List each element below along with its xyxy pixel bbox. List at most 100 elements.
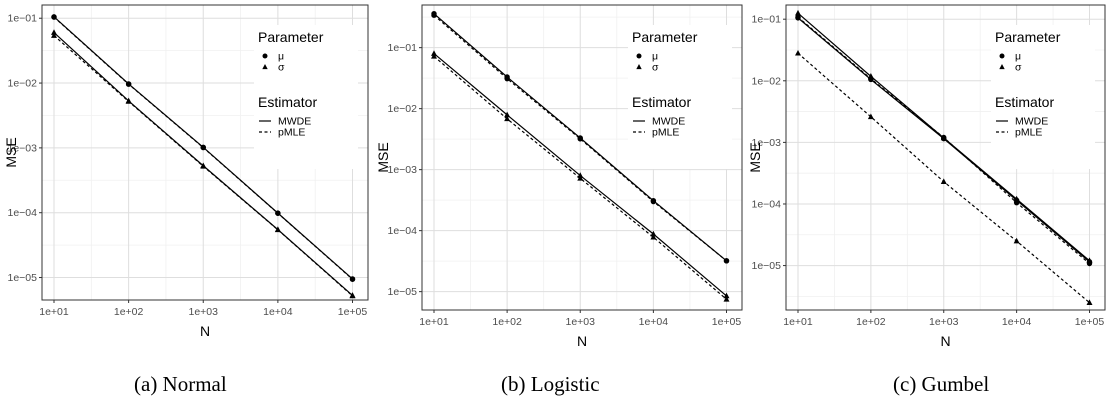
data-point-sigma [51, 32, 57, 38]
x-tick-label: 1e+03 [189, 306, 219, 318]
legend-label: μ [652, 51, 658, 63]
legend-key-mu [636, 53, 642, 59]
legend-parameter-title: Parameter [995, 29, 1061, 45]
legend-label: pMLE [652, 127, 679, 139]
data-point-mu [275, 210, 281, 216]
series-line-pmle-mu [433, 14, 727, 262]
legend-label: MWDE [278, 116, 311, 128]
data-point-mu [125, 81, 132, 87]
y-tick-label: 1e−05 [388, 286, 418, 298]
series-line-pmle-sigma [433, 55, 727, 300]
caption-gumbel: (c) Gumbel [893, 372, 990, 396]
data-point-sigma [504, 111, 511, 118]
legend-key-mu [999, 53, 1005, 59]
y-tick-label: 1e−02 [388, 103, 418, 115]
legend-background [254, 25, 358, 169]
data-point-sigma [349, 292, 356, 299]
chart-panel-logistic: 1e−05 1e−04 1e−03 1e−02 1e−01 1e+01 1e+02 1e+03… [372, 0, 744, 360]
x-tick-label: 1e+04 [639, 316, 669, 328]
data-point-mu [431, 12, 437, 18]
legend-estimator-title: Estimator [995, 94, 1054, 110]
y-tick-label: 1e−04 [8, 207, 38, 219]
legend-label: σ [278, 62, 285, 74]
chart-panel-normal: 1e−05 1e−04 1e−03 1e−02 1e−01 1e+01 1e+02 1e+03… [0, 0, 372, 360]
x-tick-label: 1e+02 [492, 316, 522, 328]
data-point-mu [723, 258, 730, 264]
data-point-mu [51, 14, 57, 20]
data-point-mu [650, 198, 657, 205]
data-point-sigma [1013, 195, 1020, 202]
x-tick-label: 1e+04 [263, 306, 293, 318]
x-tick-label: 1e+01 [39, 306, 69, 318]
y-tick-label: 1e−05 [8, 272, 38, 284]
x-tick-label: 1e+02 [856, 316, 886, 328]
data-point-sigma [274, 226, 281, 233]
x-tick-label: 1e+05 [712, 316, 742, 328]
legend-estimator-title: Estimator [632, 94, 691, 110]
x-tick-label: 1e+04 [1002, 316, 1032, 328]
data-point-mu [795, 14, 801, 20]
legend-key-sigma [999, 64, 1005, 70]
caption-normal: (a) Normal [134, 372, 227, 396]
y-axis-title: MSE [3, 137, 19, 167]
legend-label: σ [652, 62, 659, 74]
y-tick-label: 1e−02 [752, 75, 782, 87]
legend-label: MWDE [1015, 116, 1048, 128]
x-axis-title: N [200, 323, 210, 339]
legend-background [991, 25, 1095, 169]
legend-label: σ [1015, 62, 1022, 74]
data-point-sigma [650, 233, 657, 240]
data-point-sigma [940, 134, 947, 141]
legend-parameter-title: Parameter [632, 29, 698, 45]
data-point-sigma [1086, 257, 1093, 264]
x-axis-title: N [940, 333, 950, 349]
x-tick-label: 1e+03 [929, 316, 959, 328]
x-tick-label: 1e+03 [566, 316, 596, 328]
data-point-sigma [51, 29, 57, 35]
x-tick-label: 1e+01 [783, 316, 813, 328]
data-point-mu [504, 75, 510, 82]
data-point-mu [349, 276, 356, 282]
y-tick-label: 1e−01 [388, 42, 418, 54]
legend-label: pMLE [278, 127, 305, 139]
chart-panel-gumbel: 1e−05 1e−04 1e−03 1e−02 1e−01 1e+01 1e+02 1e+03… [744, 0, 1109, 360]
data-point-sigma [1086, 299, 1093, 305]
data-point-sigma [577, 175, 584, 181]
data-point-sigma [723, 292, 730, 299]
y-tick-label: 1e−03 [752, 137, 782, 149]
legend-background [628, 25, 732, 169]
data-point-sigma [940, 178, 947, 185]
legend-label: MWDE [652, 116, 685, 128]
legend-label: μ [1015, 51, 1021, 63]
data-point-sigma [795, 9, 801, 16]
legend-key-mu [262, 53, 268, 59]
legend-key-sigma [262, 64, 268, 70]
data-point-mu [200, 144, 206, 151]
x-tick-label: 1e+05 [338, 306, 368, 318]
data-point-sigma [650, 230, 657, 237]
chart-gumbel: 1e−05 1e−04 1e−03 1e−02 1e−01 1e+01 1e+02 1e+03… [747, 4, 1106, 349]
data-point-mu [577, 136, 583, 142]
x-tick-label: 1e+05 [1075, 316, 1105, 328]
data-point-sigma [504, 115, 511, 122]
chart-logistic: 1e−05 1e−04 1e−03 1e−02 1e−01 1e+01 1e+02 1e+03… [375, 4, 743, 349]
data-point-sigma [867, 113, 874, 120]
data-point-sigma [867, 73, 874, 79]
y-tick-label: 1e−02 [8, 78, 38, 90]
y-axis-title: MSE [375, 142, 391, 172]
y-axis-title: MSE [747, 142, 763, 172]
data-point-sigma [795, 49, 801, 56]
legend-label: μ [278, 51, 284, 63]
legend-key-sigma [636, 64, 642, 70]
y-tick-label: 1e−03 [388, 164, 418, 176]
legend-parameter-title: Parameter [258, 29, 324, 45]
data-point-sigma [723, 295, 730, 302]
plot-border [41, 4, 369, 301]
data-point-sigma [1013, 237, 1020, 244]
data-point-sigma [125, 98, 132, 104]
y-tick-label: 1e−05 [752, 260, 782, 272]
y-tick-label: 1e−01 [752, 14, 782, 26]
x-tick-label: 1e+02 [114, 306, 144, 318]
